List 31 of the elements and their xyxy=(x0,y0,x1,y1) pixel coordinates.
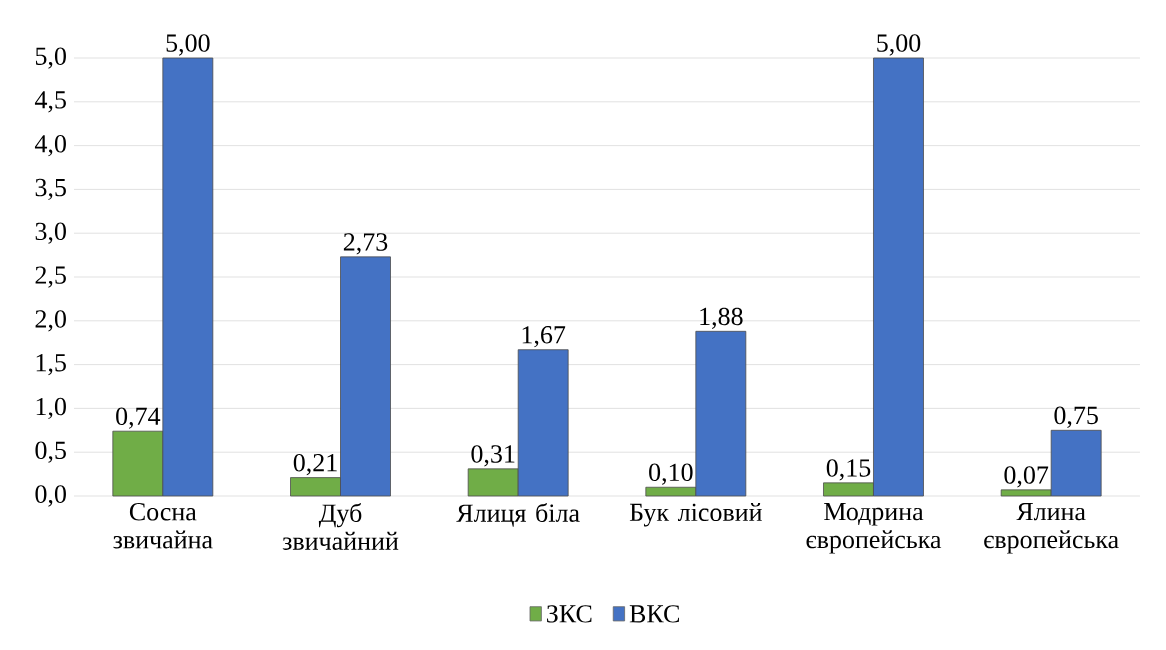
y-tick-label: 0,5 xyxy=(35,441,66,463)
data-label: 0,31 xyxy=(471,445,515,467)
y-tick-label: 1,5 xyxy=(36,354,66,376)
legend-label: ЗКС xyxy=(547,605,592,623)
data-label: 0,75 xyxy=(1054,406,1098,428)
y-tick-label: 2,5 xyxy=(35,266,66,288)
data-label: 5,00 xyxy=(877,34,921,56)
data-label: 0,15 xyxy=(826,459,871,481)
x-tick-label: Ялина європейська xyxy=(984,503,1119,554)
data-label: 0,07 xyxy=(1004,466,1049,488)
y-tick-label: 3,0 xyxy=(35,222,66,244)
data-label: 0,21 xyxy=(293,453,337,476)
y-tick-label: 3,5 xyxy=(35,178,66,201)
y-tick-label: 5,0 xyxy=(35,47,66,69)
data-label: 1,88 xyxy=(700,307,743,329)
y-tick-label: 4,5 xyxy=(34,91,66,113)
y-tick-label: 1,0 xyxy=(36,397,66,420)
x-tick-label: Дуб звичайний xyxy=(282,503,399,550)
x-tick-label: Ялиця біла xyxy=(456,503,580,527)
data-label: 0,10 xyxy=(649,463,693,485)
data-label: 5,00 xyxy=(166,34,210,56)
x-tick-label: Сосна звичайна xyxy=(113,503,213,549)
x-tick-label: Модрина європейська xyxy=(806,503,942,554)
data-label: 0,74 xyxy=(116,407,161,429)
y-tick-label: 2,0 xyxy=(35,310,66,332)
legend-label: ВКС xyxy=(629,605,679,623)
data-label: 2,73 xyxy=(343,233,388,255)
data-label: 1,67 xyxy=(522,326,566,348)
y-tick-label: 0,0 xyxy=(35,485,66,507)
x-tick-label: Бук лісовий xyxy=(629,503,762,527)
y-tick-label: 4,0 xyxy=(34,134,66,157)
